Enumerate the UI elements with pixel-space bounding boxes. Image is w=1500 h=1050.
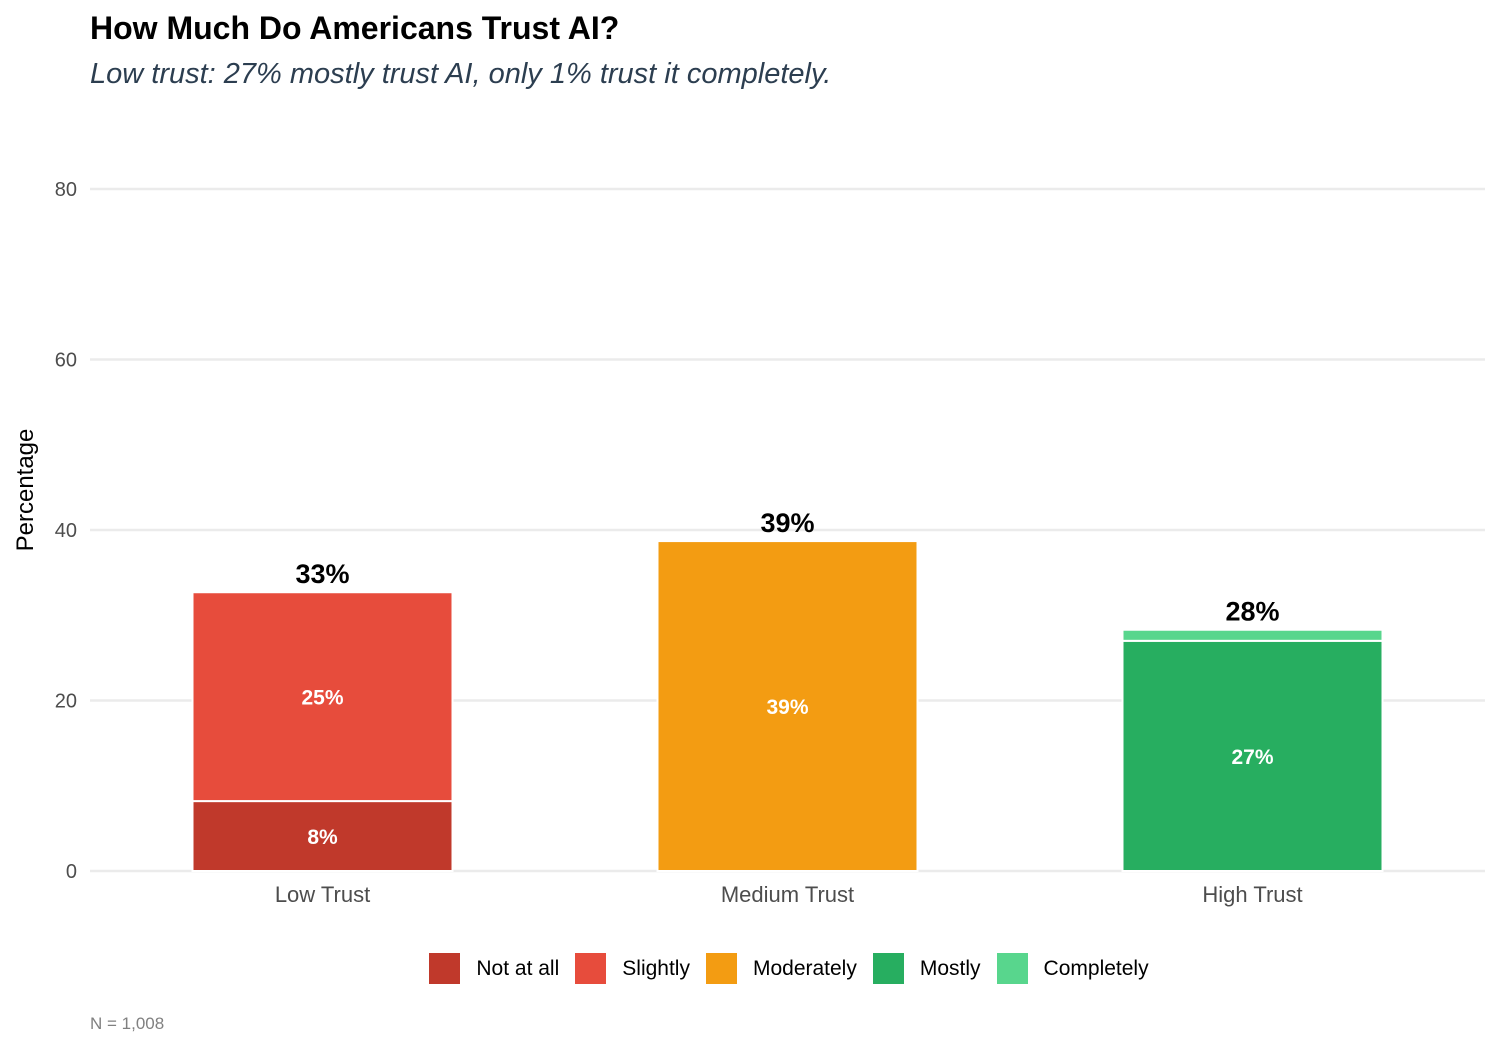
y-tick-label: 0 (66, 861, 77, 883)
segment-label: 25% (301, 687, 343, 710)
y-tick-label: 60 (55, 350, 77, 372)
legend-item: Slightly (575, 953, 690, 984)
legend-swatch (705, 953, 737, 984)
y-tick-label: 20 (55, 691, 77, 713)
legend-label: Slightly (622, 956, 690, 980)
bar-segment (191, 591, 454, 803)
legend-item: Moderately (705, 953, 857, 984)
bar-segment (1121, 628, 1384, 642)
total-label: 39% (760, 508, 814, 538)
chart-title: How Much Do Americans Trust AI? (90, 10, 620, 46)
total-label: 28% (1225, 597, 1279, 627)
legend-item: Completely (996, 953, 1149, 984)
segment-label: 8% (307, 826, 338, 849)
bar-segment (1121, 639, 1384, 873)
legend-swatch (996, 953, 1028, 984)
x-tick-label: High Trust (1202, 882, 1302, 907)
legend-label: Mostly (919, 956, 981, 980)
legend-item: Mostly (872, 953, 981, 984)
legend-label: Not at all (476, 956, 560, 980)
y-tick-label: 80 (55, 179, 77, 201)
legend-swatch (429, 953, 461, 984)
bar-segment (656, 540, 919, 873)
bar-segment (191, 800, 454, 872)
legend-label: Completely (1043, 956, 1149, 980)
legend-item: Not at all (429, 953, 559, 984)
segment-label: 27% (1231, 746, 1273, 769)
legend-swatch (872, 953, 904, 984)
legend-swatch (575, 953, 607, 984)
x-tick-label: Medium Trust (721, 882, 854, 907)
chart-subtitle: Low trust: 27% mostly trust AI, only 1% … (90, 58, 832, 90)
x-tick-label: Low Trust (275, 882, 370, 907)
total-label: 33% (295, 559, 349, 589)
y-axis-label: Percentage (12, 429, 39, 552)
y-tick-label: 40 (55, 520, 77, 542)
caption: N = 1,008 (90, 1014, 165, 1033)
segment-label: 39% (766, 696, 808, 719)
legend-label: Moderately (752, 956, 857, 980)
legend: Not at all Slightly Moderately Mostly Comple… (0, 953, 1500, 984)
